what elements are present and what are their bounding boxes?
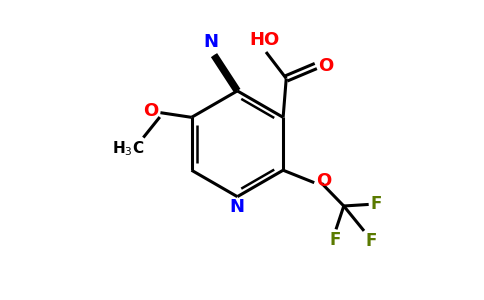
Text: H$_3$C: H$_3$C: [112, 140, 145, 158]
Text: N: N: [230, 198, 245, 216]
Text: HO: HO: [249, 31, 280, 49]
Text: F: F: [371, 195, 382, 213]
Text: O: O: [318, 57, 333, 75]
Text: N: N: [203, 33, 218, 51]
Text: F: F: [329, 231, 340, 249]
Text: O: O: [316, 172, 332, 190]
Text: O: O: [143, 102, 159, 120]
Text: F: F: [365, 232, 377, 250]
